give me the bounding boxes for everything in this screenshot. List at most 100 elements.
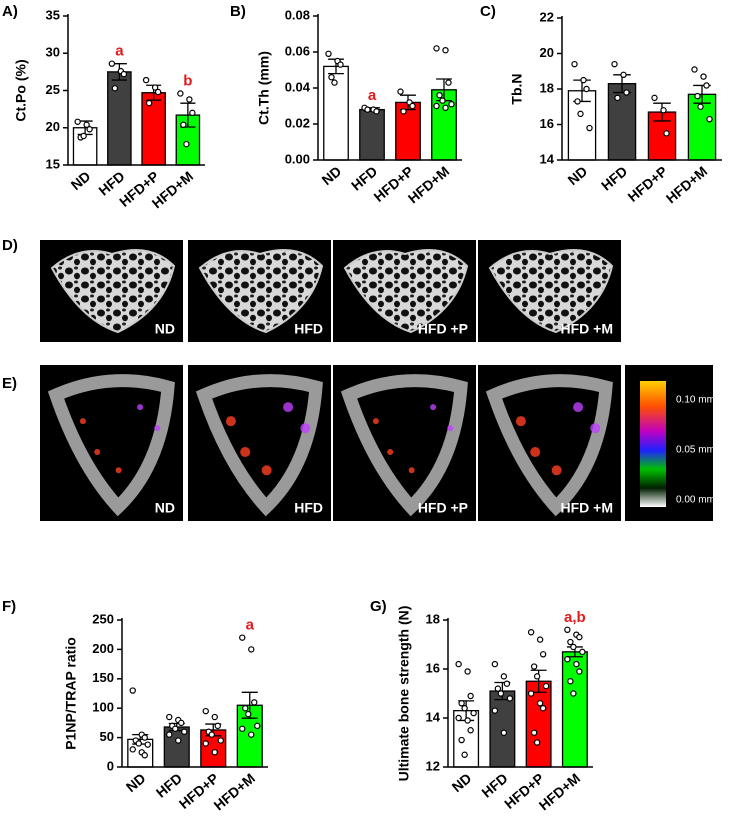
thickness-spot <box>240 447 251 458</box>
data-point <box>439 97 446 104</box>
image-label: HFD +M <box>561 500 614 516</box>
data-point <box>154 88 162 96</box>
data-point <box>530 663 538 670</box>
data-point <box>506 695 514 702</box>
y-tick-label: 0.00 <box>285 151 310 166</box>
thickness-spot <box>590 423 601 434</box>
data-point <box>166 713 173 721</box>
data-point <box>623 89 630 96</box>
y-tick-label: 22 <box>540 9 554 24</box>
thickness-spot <box>515 416 526 427</box>
data-point <box>189 109 196 117</box>
data-point <box>567 638 574 646</box>
bar <box>359 108 385 161</box>
panel-label: E) <box>2 375 17 392</box>
data-point <box>239 634 246 641</box>
data-point <box>461 751 468 758</box>
data-point <box>239 725 246 732</box>
data-point <box>536 700 544 707</box>
cortical-image <box>47 374 175 517</box>
data-point <box>694 92 701 100</box>
data-point <box>697 103 704 110</box>
data-point <box>397 88 404 95</box>
panel-label: A) <box>2 3 18 20</box>
image-label: HFD <box>294 500 323 516</box>
thickness-spot <box>387 449 394 456</box>
trabecular-image <box>488 249 614 334</box>
data-point <box>706 115 713 123</box>
x-tick-label: HFD <box>598 163 630 194</box>
data-point <box>570 690 577 697</box>
thickness-spot <box>225 416 236 427</box>
data-point <box>500 673 508 680</box>
data-point <box>611 60 618 68</box>
data-point <box>142 76 150 84</box>
thickness-spot <box>261 465 272 476</box>
data-point <box>700 73 707 80</box>
data-point <box>186 96 193 103</box>
data-point <box>325 50 332 58</box>
data-point <box>436 91 443 99</box>
data-point <box>583 85 590 93</box>
cortical-image <box>485 374 613 517</box>
y-tick-label: 150 <box>92 670 114 685</box>
data-point <box>129 746 136 753</box>
data-point <box>458 736 465 744</box>
data-point <box>491 707 499 714</box>
data-point <box>533 739 541 746</box>
data-point <box>74 118 81 125</box>
data-point <box>467 727 474 734</box>
data-point <box>248 646 255 653</box>
data-point <box>181 728 188 735</box>
x-tick-label: HFD+P <box>625 163 671 205</box>
data-point <box>497 690 505 697</box>
data-point <box>214 722 221 730</box>
data-point <box>409 102 416 110</box>
x-tick-label: ND <box>319 163 345 188</box>
data-point <box>464 717 471 724</box>
image-label: HFD +P <box>418 500 468 516</box>
y-tick-label: 18 <box>540 80 554 95</box>
y-tick-label: 16 <box>540 116 554 131</box>
panel-label: B) <box>230 3 246 20</box>
data-point <box>242 705 249 712</box>
data-point <box>83 121 90 128</box>
data-point <box>691 66 698 73</box>
data-point <box>536 636 544 643</box>
thickness-spot <box>283 402 294 413</box>
panel-label: C) <box>480 3 496 20</box>
data-point <box>539 651 547 658</box>
thickness-spot <box>408 467 415 474</box>
data-point <box>80 132 87 140</box>
trabecular-image <box>198 249 324 334</box>
image-label: HFD +P <box>418 321 468 337</box>
x-tick-label: ND <box>123 770 149 795</box>
thickness-spot <box>447 425 454 432</box>
data-point <box>180 121 187 128</box>
image-label: ND <box>155 500 175 516</box>
data-point <box>448 100 455 108</box>
x-tick-label: ND <box>449 770 475 795</box>
bar <box>141 92 166 166</box>
data-point <box>86 126 93 133</box>
data-point <box>166 731 173 738</box>
y-tick-label: 100 <box>92 700 114 715</box>
data-point <box>455 714 462 722</box>
data-point <box>331 79 338 86</box>
data-point <box>400 108 407 115</box>
data-point <box>614 94 621 102</box>
bar <box>561 651 588 768</box>
x-tick-label: HFD+M <box>536 770 584 814</box>
data-point <box>461 705 468 712</box>
data-point <box>217 737 224 744</box>
data-point <box>579 648 586 656</box>
data-point <box>573 660 580 668</box>
data-point <box>533 673 541 680</box>
scale-bar <box>640 381 666 507</box>
thickness-spot <box>372 418 379 425</box>
y-axis-title: P1NP/TRAP ratio <box>63 637 79 750</box>
data-point <box>364 106 371 113</box>
data-point <box>527 690 535 697</box>
scale-background <box>625 365 713 521</box>
